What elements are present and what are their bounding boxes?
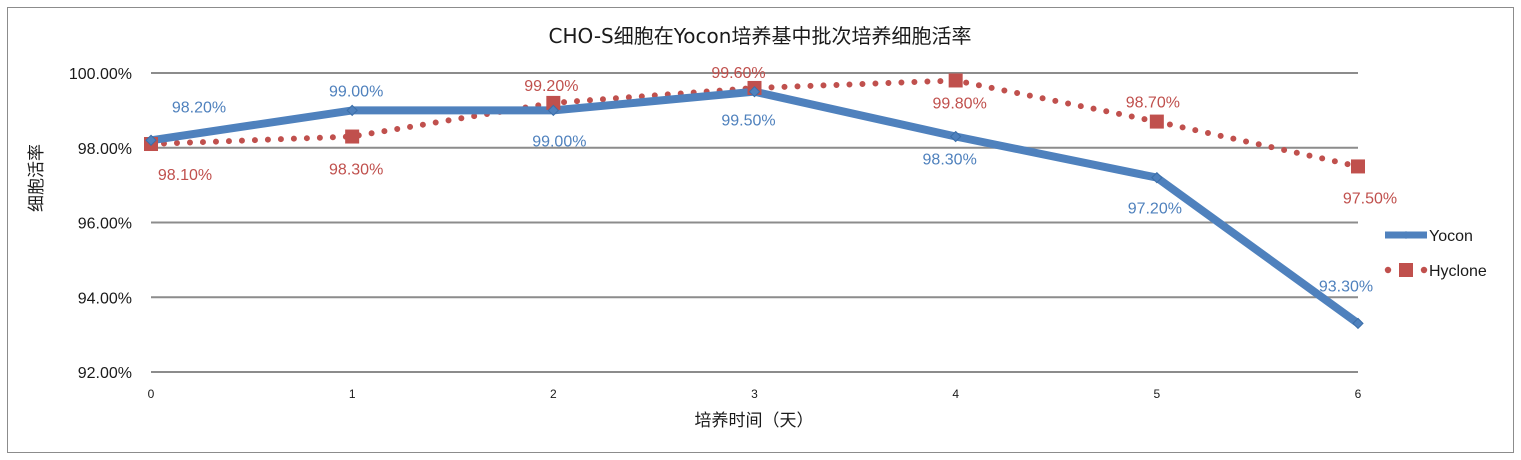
data-label-hyclone: 98.70%: [1126, 95, 1180, 112]
y-tick-label: 100.00%: [69, 66, 132, 83]
data-point-yocon: [346, 104, 358, 117]
y-tick-label: 94.00%: [78, 290, 132, 307]
data-label-yocon: 98.30%: [923, 152, 977, 169]
data-label-yocon: 97.20%: [1128, 201, 1182, 218]
data-label-hyclone: 98.10%: [158, 167, 212, 184]
y-tick-label: 98.00%: [78, 141, 132, 158]
y-axis-title: 细胞活率: [27, 144, 47, 212]
legend-label-hyclone: Hyclone: [1429, 263, 1487, 280]
data-point-yocon: [748, 85, 761, 98]
data-label-hyclone: 98.30%: [329, 162, 383, 179]
x-tick-label: 0: [148, 387, 155, 401]
y-axis-ticks: 92.00% 94.00% 96.00% 98.00% 100.00%: [69, 66, 132, 382]
legend-dot-hyclone: [1384, 266, 1392, 274]
x-tick-label: 2: [550, 387, 557, 401]
x-tick-label: 1: [349, 387, 356, 401]
data-label-yocon: 99.00%: [329, 83, 383, 100]
y-tick-label: 96.00%: [78, 216, 132, 233]
data-point-hyclone: [345, 129, 360, 144]
legend-label-yocon: Yocon: [1429, 228, 1473, 245]
chart-title: CHO-S细胞在Yocon培养基中批次培养细胞活率: [549, 24, 972, 48]
data-point-hyclone: [1351, 159, 1365, 174]
data-label-hyclone: 99.80%: [933, 95, 987, 112]
data-label-yocon: 99.50%: [721, 113, 775, 130]
data-point-yocon: [547, 104, 560, 117]
data-label-yocon: 93.30%: [1319, 278, 1373, 295]
data-label-yocon: 99.00%: [532, 133, 586, 150]
data-point-hyclone: [1149, 114, 1164, 129]
data-label-hyclone: 97.50%: [1343, 190, 1397, 207]
gridlines: [151, 72, 1358, 373]
y-tick-label: 92.00%: [78, 365, 132, 382]
x-axis-ticks: 0 1 2 3 4 5 6: [148, 387, 1362, 401]
x-tick-label: 5: [1153, 387, 1160, 401]
legend-marker-hyclone: [1399, 263, 1413, 277]
data-point-yocon: [949, 130, 962, 143]
data-labels: 98.20% 99.00% 99.00% 99.50% 98.30% 97.20% 93.3…: [158, 65, 1397, 295]
data-label-yocon: 98.20%: [172, 99, 226, 116]
legend: Yocon Hyclone: [1384, 228, 1487, 280]
series-markers: [144, 73, 1365, 330]
legend-marker-yocon: [1402, 231, 1410, 239]
x-axis-title: 培养时间（天）: [695, 411, 814, 431]
x-tick-label: 4: [952, 387, 959, 401]
x-tick-label: 6: [1355, 387, 1362, 401]
data-label-hyclone: 99.20%: [524, 78, 578, 95]
data-point-hyclone: [948, 73, 963, 88]
data-label-hyclone: 99.60%: [711, 65, 765, 82]
data-point-yocon: [1151, 171, 1163, 184]
data-point-yocon: [1352, 317, 1364, 330]
x-tick-label: 3: [751, 387, 758, 401]
legend-dot-hyclone: [1420, 266, 1428, 274]
data-point-yocon: [145, 134, 157, 146]
data-point-hyclone: [546, 95, 561, 110]
